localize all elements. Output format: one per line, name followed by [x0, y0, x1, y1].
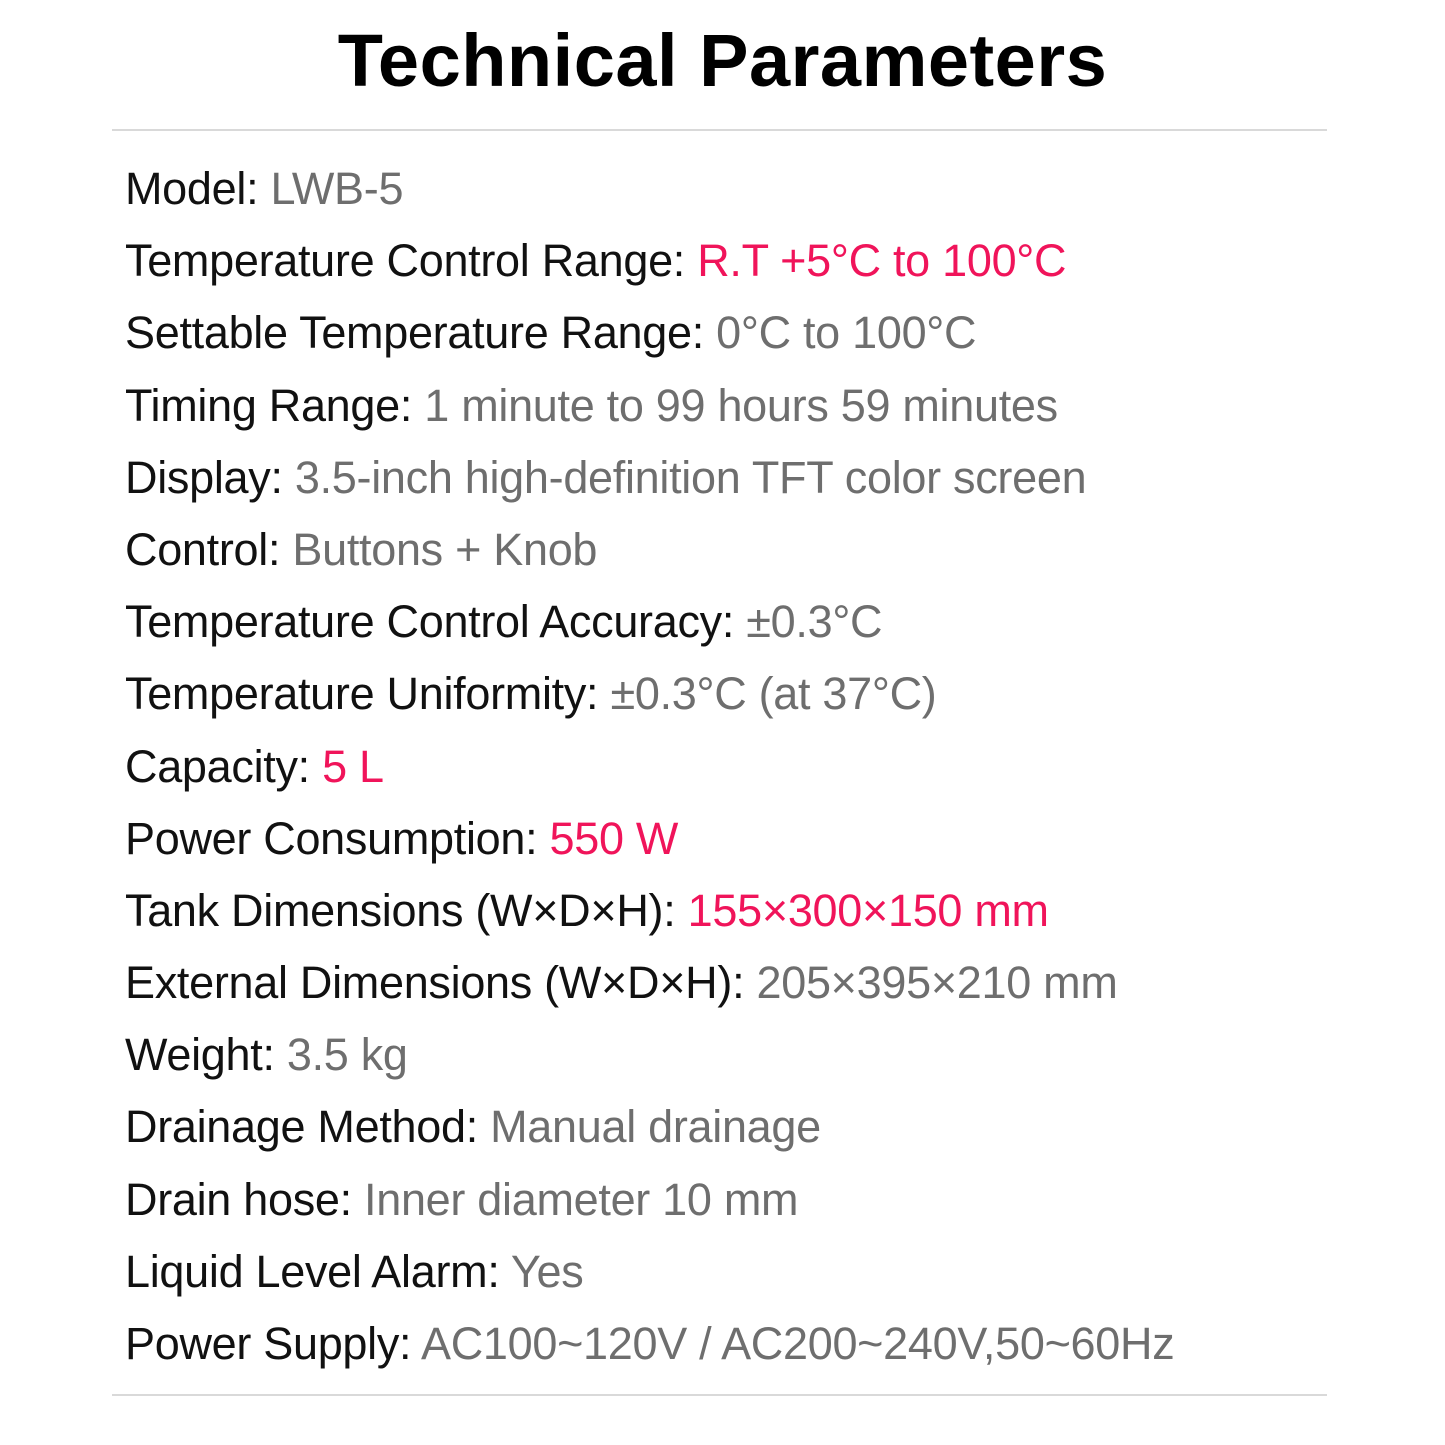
- parameter-value: R.T +5°C to 100°C: [697, 235, 1067, 287]
- parameter-row: Timing Range: 1 minute to 99 hours 59 mi…: [125, 370, 1425, 442]
- parameter-label: Timing Range:: [125, 379, 413, 431]
- parameter-row: Control: Buttons + Knob: [125, 514, 1425, 586]
- parameter-row: Power Consumption: 550 W: [125, 803, 1425, 875]
- parameter-value: 3.5-inch high-definition TFT color scree…: [294, 451, 1087, 503]
- parameter-value: 155×300×150 mm: [687, 884, 1049, 936]
- bottom-divider: [112, 1394, 1327, 1396]
- parameter-value: 205×395×210 mm: [756, 957, 1118, 1009]
- parameter-row: Capacity: 5 L: [125, 731, 1425, 803]
- parameter-label: Temperature Uniformity:: [125, 668, 599, 720]
- parameter-value: LWB-5: [270, 163, 404, 214]
- parameter-row: Liquid Level Alarm: Yes: [125, 1236, 1425, 1308]
- parameter-row: External Dimensions (W×D×H): 205×395×210…: [125, 947, 1425, 1019]
- page-title: Technical Parameters: [337, 19, 1108, 102]
- parameter-value: Inner diameter 10 mm: [364, 1173, 799, 1225]
- parameter-row: Power Supply: AC100~120V / AC200~240V,50…: [125, 1308, 1425, 1380]
- parameter-label: Weight:: [125, 1029, 275, 1081]
- parameter-row: Temperature Control Range: R.T +5°C to 1…: [125, 225, 1425, 297]
- parameter-row: Drain hose: Inner diameter 10 mm: [125, 1164, 1425, 1236]
- parameter-value: Yes: [510, 1245, 584, 1297]
- parameter-row: Settable Temperature Range: 0°C to 100°C: [125, 297, 1425, 369]
- parameter-label: Power Supply:: [125, 1318, 412, 1369]
- parameter-value: ±0.3°C (at 37°C): [610, 668, 937, 720]
- parameter-label: External Dimensions (W×D×H):: [125, 957, 745, 1009]
- parameter-label: Power Consumption:: [125, 812, 538, 864]
- parameter-label: Liquid Level Alarm:: [125, 1245, 500, 1297]
- parameter-row: Display: 3.5-inch high-definition TFT co…: [125, 442, 1425, 514]
- parameter-label: Capacity:: [125, 740, 310, 792]
- parameter-value: 3.5 kg: [286, 1029, 408, 1081]
- parameter-value: Manual drainage: [490, 1101, 821, 1153]
- parameter-value: 0°C to 100°C: [716, 307, 977, 359]
- parameter-value: Buttons + Knob: [292, 523, 598, 575]
- parameter-value: AC100~120V / AC200~240V,50~60Hz: [420, 1318, 1175, 1369]
- parameter-label: Temperature Control Accuracy:: [125, 596, 735, 648]
- parameter-row: Drainage Method: Manual drainage: [125, 1091, 1425, 1163]
- parameter-label: Model:: [125, 163, 259, 214]
- parameter-value: 1 minute to 99 hours 59 minutes: [424, 379, 1058, 431]
- top-divider: [112, 129, 1327, 131]
- parameter-label: Tank Dimensions (W×D×H):: [125, 884, 676, 936]
- parameter-label: Display:: [125, 451, 283, 503]
- parameter-row: Tank Dimensions (W×D×H): 155×300×150 mm: [125, 875, 1425, 947]
- parameter-row: Temperature Control Accuracy: ±0.3°C: [125, 586, 1425, 658]
- parameter-row: Model: LWB-5: [125, 153, 1425, 225]
- parameter-value: 5 L: [322, 740, 384, 792]
- parameter-label: Drainage Method:: [125, 1101, 478, 1153]
- parameter-row: Temperature Uniformity: ±0.3°C (at 37°C): [125, 658, 1425, 730]
- parameter-row: Weight: 3.5 kg: [125, 1019, 1425, 1091]
- parameter-label: Control:: [125, 523, 281, 575]
- parameter-value: ±0.3°C: [746, 596, 883, 648]
- parameter-label: Drain hose:: [125, 1173, 352, 1225]
- parameter-label: Temperature Control Range:: [125, 235, 685, 287]
- parameter-list: Model: LWB-5 Temperature Control Range: R…: [125, 153, 1425, 1380]
- parameter-label: Settable Temperature Range:: [125, 307, 704, 359]
- parameter-value: 550 W: [549, 812, 679, 864]
